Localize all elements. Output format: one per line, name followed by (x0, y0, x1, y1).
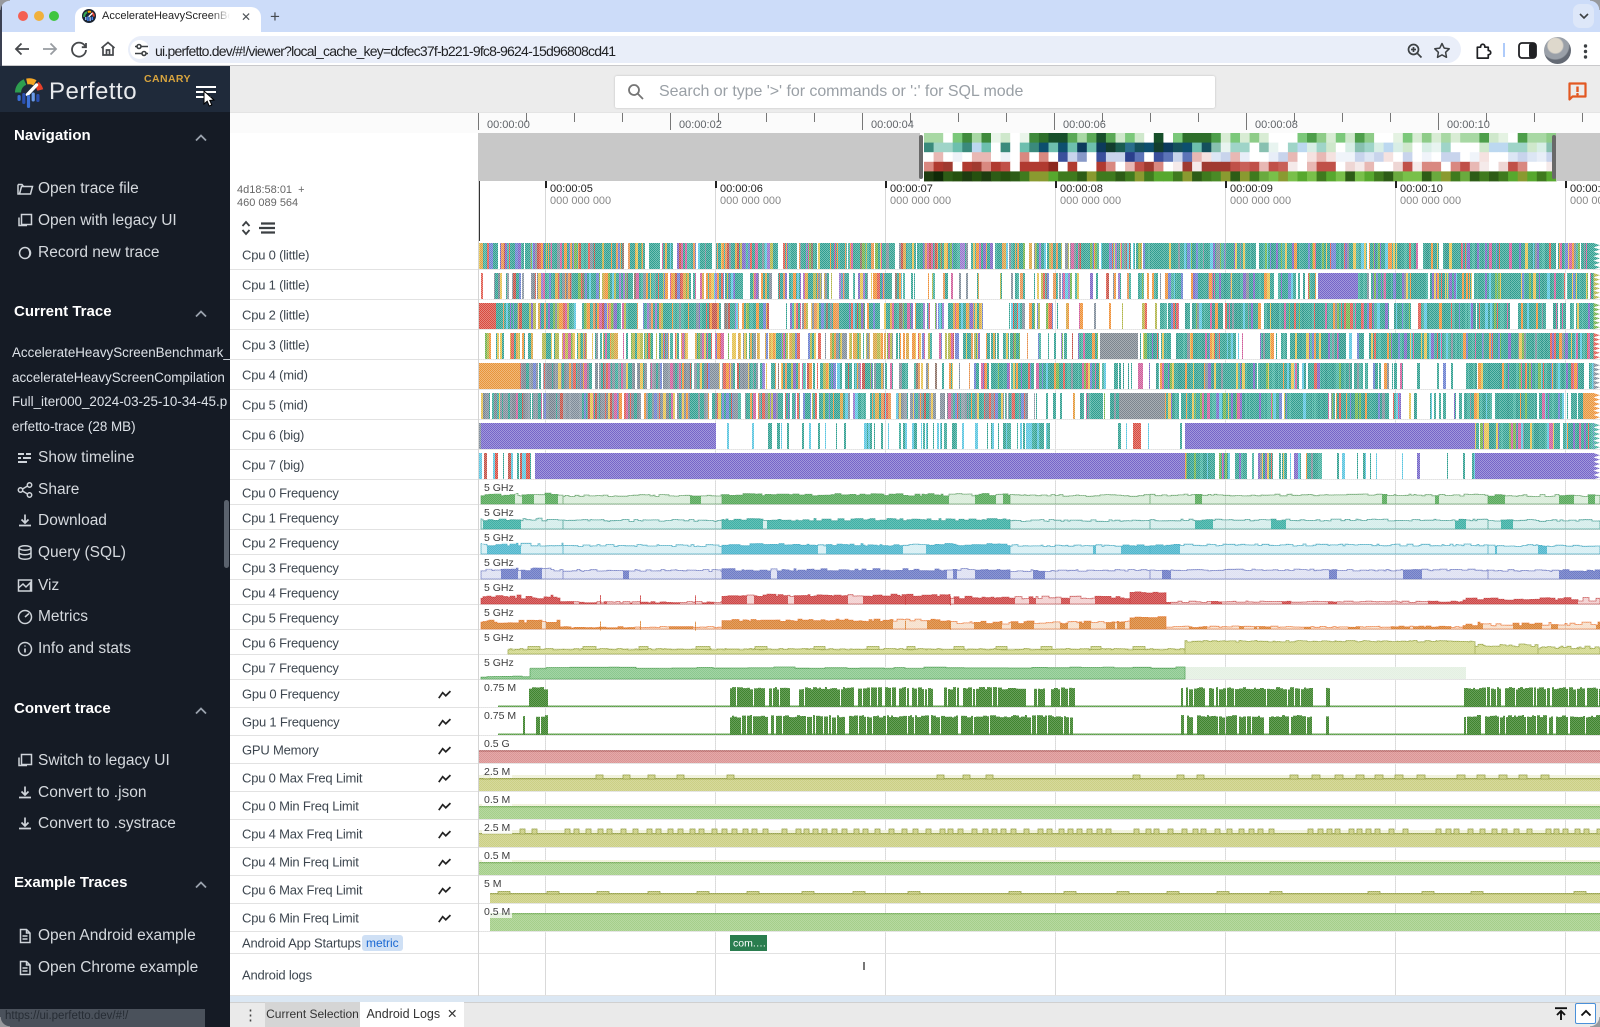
svg-text:com.…: com.… (733, 938, 766, 950)
